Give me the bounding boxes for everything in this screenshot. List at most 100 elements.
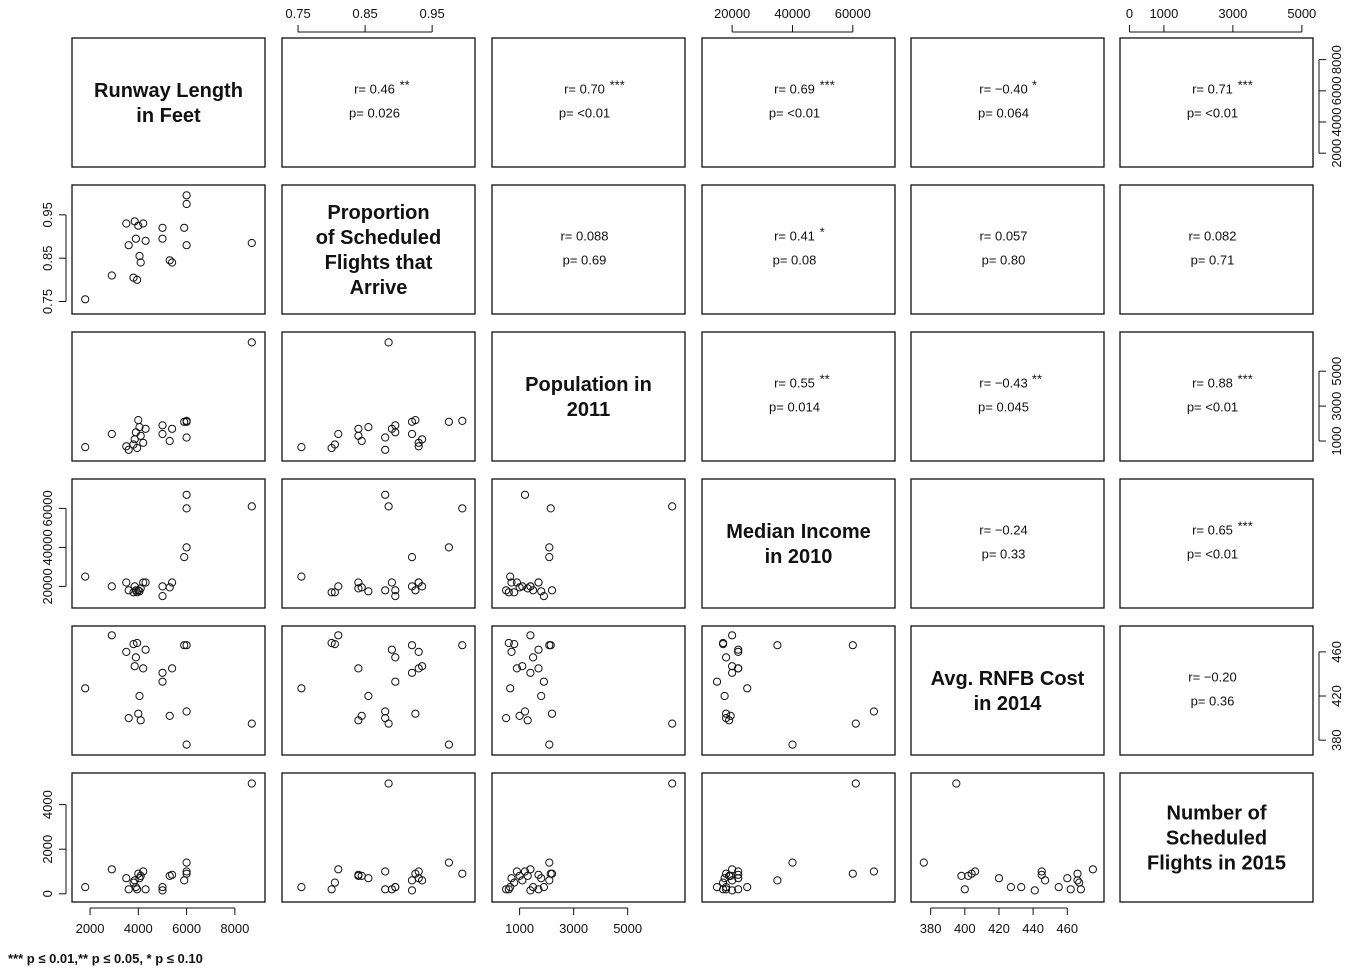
scatter-point (107, 429, 116, 439)
scatter-point (165, 583, 174, 592)
scatter-point (141, 885, 150, 894)
panel-3-2 (491, 478, 686, 609)
scatter-point (139, 219, 148, 228)
scatter-point (994, 874, 1004, 883)
scatter-point (507, 578, 516, 587)
scatter-point (444, 740, 453, 749)
tick-label: 420 (1329, 685, 1344, 707)
tick-label: 6000 (1329, 76, 1344, 105)
scatter-point (297, 684, 306, 693)
tick-label: 400 (954, 921, 976, 936)
correlation-r: r= 0.65 (1192, 523, 1233, 538)
scatter-point (414, 647, 423, 657)
scatter-point (502, 714, 511, 723)
scatter-point (518, 662, 527, 671)
tick-label: 3000 (1329, 392, 1344, 421)
scatter-point (180, 223, 189, 232)
scatter-point (534, 578, 543, 587)
significance-legend: *** p ≤ 0.01,** p ≤ 0.05, * p ≤ 0.10 (8, 951, 203, 966)
scatter-point (407, 876, 417, 885)
variable-label: in 2014 (974, 693, 1043, 715)
scatter-point (384, 719, 393, 728)
scatter-point (133, 443, 142, 453)
tick-label: 3000 (1218, 6, 1247, 21)
scatter-point (512, 578, 522, 587)
scatter-point (122, 874, 131, 883)
panel-3-3 (701, 478, 896, 609)
scatter-point (387, 645, 396, 654)
significance-stars: * (820, 225, 825, 240)
scatter-point (81, 295, 90, 304)
scatter-point (158, 886, 167, 895)
scatter-point (327, 638, 336, 648)
variable-label: Flights in 2015 (1147, 853, 1286, 875)
scatter-point (141, 578, 150, 587)
variable-label: in 2010 (765, 546, 833, 568)
scatter-point (407, 641, 417, 650)
scatter-point (129, 640, 138, 649)
scatter-point (131, 428, 140, 437)
panel-2-2 (491, 331, 686, 462)
tick-label: 420 (988, 921, 1010, 936)
panel-0-1 (281, 37, 476, 168)
scatter-point (334, 865, 343, 874)
significance-stars: *** (1238, 372, 1253, 387)
tick-label: 460 (1329, 641, 1344, 663)
scatter-point (515, 583, 524, 592)
scatter-point (502, 885, 511, 894)
scatter-point (773, 641, 782, 650)
scatter-point (507, 874, 516, 883)
significance-stars: *** (820, 78, 835, 93)
panel-1-3 (701, 184, 896, 315)
scatter-point (158, 429, 167, 439)
scatter-point (523, 584, 532, 593)
tick-label: 0 (1126, 6, 1133, 21)
scatter-point (971, 867, 980, 876)
tick-label: 0.75 (40, 289, 55, 314)
panel-2-1 (281, 331, 476, 462)
scatter-point (547, 709, 557, 718)
scatter-point (539, 883, 549, 892)
scatter-point (411, 709, 420, 718)
scatter-point (534, 870, 543, 879)
scatter-point (1073, 869, 1082, 878)
scatter-point (354, 431, 363, 440)
scatter-point (357, 711, 366, 721)
scatter-point (964, 871, 973, 881)
scatter-point (1037, 870, 1046, 879)
scatter-point (743, 684, 752, 693)
scatter-point (247, 779, 256, 788)
tick-label: 0.85 (352, 6, 377, 21)
scatter-point (414, 867, 423, 876)
correlation-r: r= 0.41 (774, 229, 815, 244)
scatter-point (182, 504, 191, 513)
scatter-point (728, 876, 737, 885)
scatter-point (139, 578, 148, 587)
scatter-point (1037, 867, 1046, 876)
scatter-point (354, 584, 363, 593)
scatter-point (1073, 876, 1082, 885)
scatter-point (297, 572, 306, 581)
scatter-point (734, 645, 743, 654)
scatter-point (381, 586, 390, 595)
tick-label: 0.95 (40, 202, 55, 227)
scatter-point (107, 582, 116, 591)
scatter-point (81, 443, 90, 452)
scatter-point (668, 779, 677, 788)
correlation-p: p= 0.36 (1191, 694, 1235, 709)
significance-stars: ** (400, 78, 410, 93)
scatter-point (134, 416, 143, 425)
scatter-point (182, 869, 191, 878)
scatter-point (135, 251, 144, 261)
scatter-point (458, 504, 467, 513)
panel-3-4 (910, 478, 1105, 609)
scatter-point (158, 421, 167, 430)
tick-label: 4000 (40, 790, 55, 819)
panel-4-3 (701, 625, 896, 756)
panel-0-4 (910, 37, 1105, 168)
scatter-point (545, 858, 554, 867)
scatter-point (354, 870, 363, 879)
scatter-point (165, 436, 174, 446)
tick-label: 20000 (40, 568, 55, 604)
scatter-point (504, 638, 513, 648)
